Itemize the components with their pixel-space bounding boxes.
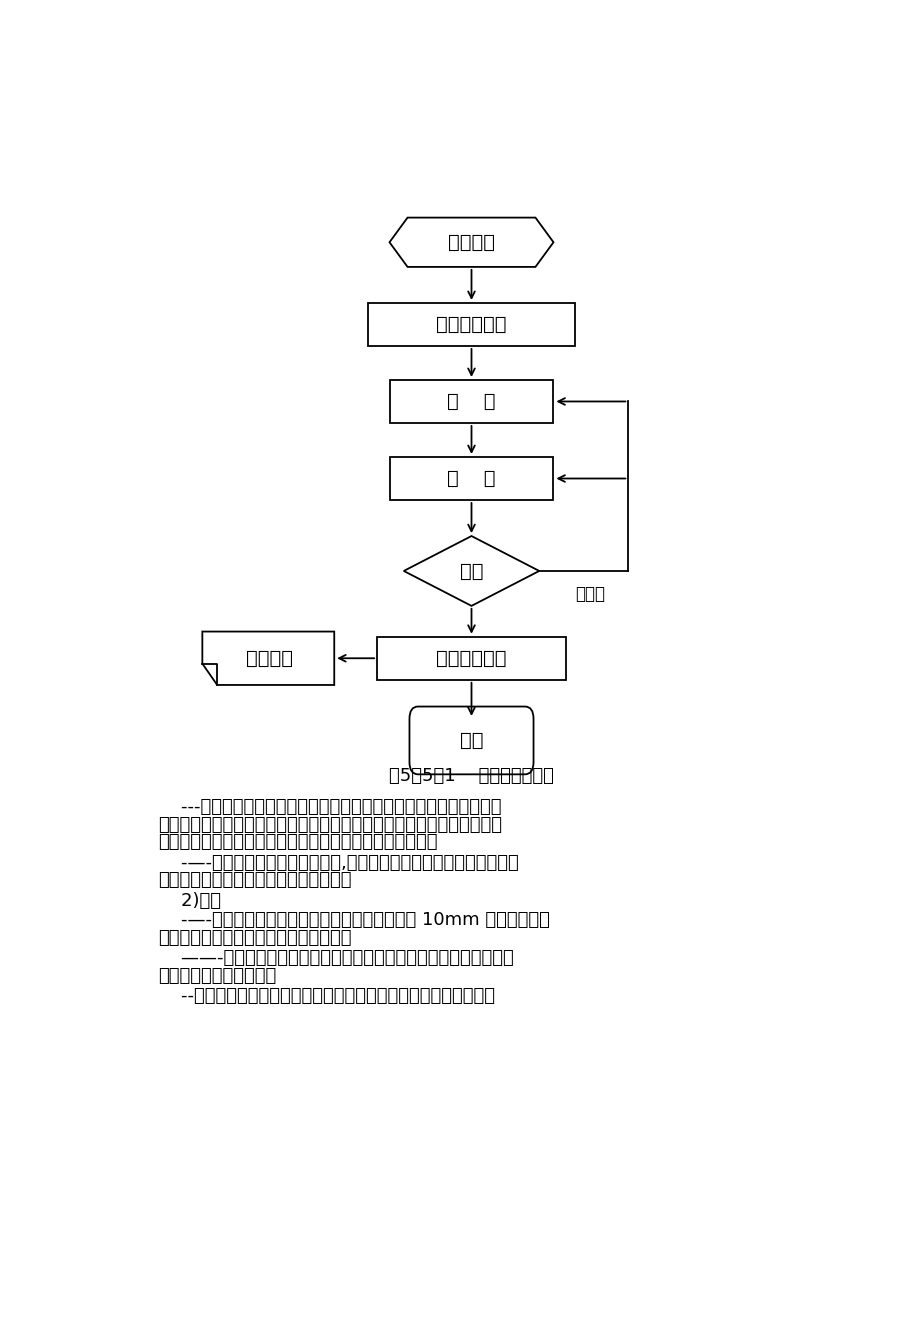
- Text: ---坡口加工宜采用机械方法，也可采用等离子切割、氧乙炔切割等: ---坡口加工宜采用机械方法，也可采用等离子切割、氧乙炔切割等: [158, 798, 501, 816]
- Text: 施工准备: 施工准备: [448, 232, 494, 252]
- Polygon shape: [403, 536, 539, 606]
- Bar: [377, 636, 565, 680]
- Text: 清理施工现场: 清理施工现场: [436, 648, 506, 668]
- Text: 结束: 结束: [460, 731, 482, 750]
- Text: 校    正: 校 正: [447, 470, 495, 488]
- Bar: [368, 303, 574, 346]
- Text: 热加工方法。在采用热加工方法加工坡口后，应除去坡口表面的氧化皮、: 热加工方法。在采用热加工方法加工坡口后，应除去坡口表面的氧化皮、: [158, 815, 501, 834]
- Text: 不符合: 不符合: [574, 584, 604, 603]
- Polygon shape: [202, 631, 334, 684]
- Text: 2)组对: 2)组对: [158, 891, 221, 910]
- Text: ——-焊件接头线对时，应严格控制错边量，错边量的选取按设计文: ——-焊件接头线对时，应严格控制错边量，错边量的选取按设计文: [158, 950, 513, 967]
- Text: 漆、垢、锈、毛刺及镀锌层等清除干净。: 漆、垢、锈、毛刺及镀锌层等清除干净。: [158, 928, 351, 947]
- FancyBboxPatch shape: [409, 707, 533, 774]
- Text: 焊    接: 焊 接: [447, 392, 495, 411]
- Bar: [389, 380, 553, 423]
- Text: -—-焊件组对前应将坡口及其内外侧表面不小于 10mm 范围内的油、: -—-焊件组对前应将坡口及其内外侧表面不小于 10mm 范围内的油、: [158, 911, 549, 930]
- Text: 熔渣及影响接头质量的表面层，并将凹凸不平处打磨平整。: 熔渣及影响接头质量的表面层，并将凹凸不平处打磨平整。: [158, 834, 437, 851]
- Text: 件或相应标准规范要求。: 件或相应标准规范要求。: [158, 967, 276, 984]
- Text: 若设计有要求时，进行磁粉或渗透检验。: 若设计有要求时，进行磁粉或渗透检验。: [158, 871, 351, 890]
- Text: 焊口检查清理: 焊口检查清理: [436, 315, 506, 334]
- Text: 检查: 检查: [460, 562, 482, 580]
- Text: 质量记录: 质量记录: [245, 648, 292, 668]
- Text: -—-坡口加工后应进行外观检查,坡口表面不得有裂纹、分层等缺陷。: -—-坡口加工后应进行外观检查,坡口表面不得有裂纹、分层等缺陷。: [158, 854, 518, 871]
- Text: --一焊件组对时应垫置牢固，并应采取措施防止焊接和热处理过程: --一焊件组对时应垫置牢固，并应采取措施防止焊接和热处理过程: [158, 987, 494, 1006]
- Polygon shape: [389, 217, 553, 267]
- Text: 图5。5。1    施工工艺流程图: 图5。5。1 施工工艺流程图: [389, 767, 553, 786]
- Bar: [389, 458, 553, 500]
